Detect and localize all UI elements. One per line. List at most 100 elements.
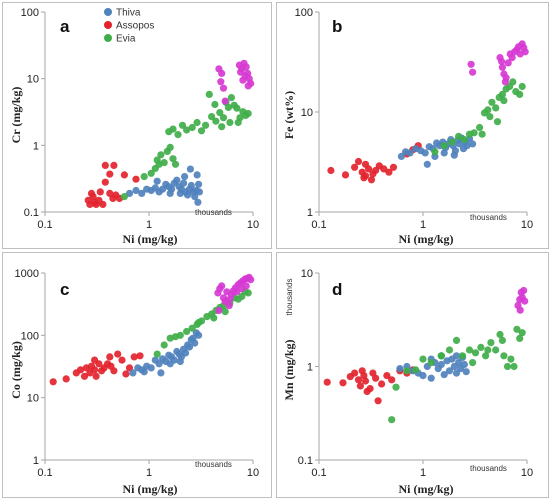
data-point bbox=[210, 314, 218, 322]
y-tick-label: 1 bbox=[33, 455, 39, 467]
data-point bbox=[516, 306, 524, 314]
data-point bbox=[323, 378, 331, 386]
data-point bbox=[504, 59, 512, 67]
series-evia bbox=[388, 325, 526, 424]
data-point bbox=[388, 376, 396, 384]
data-point bbox=[195, 180, 203, 188]
x-axis-label: Ni (mg/kg) bbox=[399, 232, 454, 246]
data-point bbox=[488, 98, 496, 106]
data-point bbox=[484, 106, 492, 114]
data-point bbox=[339, 379, 347, 387]
data-point bbox=[218, 69, 226, 77]
legend-entry: Assopos bbox=[116, 21, 154, 32]
y-tick-label: 100 bbox=[21, 7, 39, 19]
data-point bbox=[366, 385, 374, 393]
legend-entry: Thiva bbox=[116, 8, 141, 19]
data-point bbox=[431, 148, 439, 156]
data-point bbox=[452, 352, 461, 360]
data-point bbox=[486, 113, 494, 121]
y-tick-label: 1 bbox=[33, 140, 39, 152]
data-point bbox=[183, 126, 191, 134]
data-point bbox=[244, 289, 252, 297]
data-point bbox=[440, 371, 448, 379]
data-point bbox=[195, 319, 203, 327]
data-point bbox=[234, 118, 242, 127]
data-point bbox=[180, 179, 188, 187]
y-axis-label: Co (mg/kg) bbox=[9, 341, 23, 399]
data-point bbox=[215, 306, 223, 315]
x-tick-label: 1 bbox=[146, 467, 152, 479]
data-point bbox=[492, 346, 500, 354]
x-tick-label: 0.1 bbox=[37, 467, 52, 479]
data-point bbox=[487, 339, 495, 347]
y-tick-label: 10 bbox=[27, 74, 39, 86]
data-point bbox=[452, 336, 461, 344]
series-evia bbox=[431, 78, 526, 156]
data-point bbox=[184, 191, 192, 199]
data-point bbox=[341, 171, 350, 179]
y-tick-label: 0.1 bbox=[298, 455, 313, 467]
data-point bbox=[521, 48, 529, 56]
data-point bbox=[147, 364, 155, 372]
data-point bbox=[427, 359, 435, 367]
data-point bbox=[374, 397, 382, 405]
data-point bbox=[354, 376, 363, 384]
data-point bbox=[500, 97, 508, 105]
data-point bbox=[147, 169, 155, 177]
panel-label: a bbox=[60, 17, 70, 36]
data-point bbox=[96, 188, 104, 196]
data-point bbox=[188, 324, 196, 332]
data-point bbox=[132, 186, 140, 195]
data-point bbox=[463, 142, 471, 150]
data-point bbox=[351, 163, 359, 171]
data-point bbox=[421, 149, 429, 157]
data-point bbox=[216, 109, 224, 117]
data-point bbox=[130, 353, 138, 361]
data-point bbox=[153, 177, 161, 185]
y-tick-label: 10 bbox=[27, 393, 39, 405]
data-point bbox=[242, 63, 250, 71]
data-point bbox=[412, 366, 420, 374]
data-point bbox=[169, 125, 177, 133]
data-point bbox=[226, 295, 234, 303]
data-point bbox=[219, 114, 228, 122]
data-point bbox=[242, 282, 250, 290]
data-point bbox=[118, 356, 126, 364]
data-point bbox=[183, 327, 191, 336]
x-unit-note: thousands bbox=[470, 213, 507, 222]
data-point bbox=[129, 369, 137, 377]
data-point bbox=[458, 352, 467, 360]
data-point bbox=[208, 113, 216, 121]
y-tick-label: 1000 bbox=[15, 268, 39, 280]
data-point bbox=[503, 362, 512, 371]
data-point bbox=[219, 84, 228, 92]
y-tick-label: 100 bbox=[295, 7, 313, 19]
data-point bbox=[518, 82, 526, 91]
data-point bbox=[501, 78, 509, 86]
data-point bbox=[383, 372, 391, 380]
data-point bbox=[469, 359, 477, 367]
data-point bbox=[176, 357, 184, 366]
data-point bbox=[218, 123, 226, 131]
data-point bbox=[160, 341, 168, 349]
series-unlabeled bbox=[467, 40, 529, 86]
data-point bbox=[221, 97, 229, 105]
data-point bbox=[455, 132, 463, 140]
data-point bbox=[498, 63, 506, 71]
data-point bbox=[181, 173, 189, 181]
panel-label: d bbox=[332, 280, 342, 299]
data-point bbox=[471, 349, 480, 357]
data-point bbox=[327, 166, 335, 175]
data-point bbox=[182, 349, 190, 357]
data-point bbox=[508, 54, 516, 62]
data-point bbox=[106, 170, 114, 178]
data-point bbox=[80, 372, 89, 380]
panel-a: 0.1 1 10 0.1 1 10 100 Ni (mg/kg) Cr (mg/kg) a thou… bbox=[2, 2, 272, 249]
data-point bbox=[62, 375, 70, 383]
data-point bbox=[247, 276, 255, 284]
data-point bbox=[140, 368, 148, 376]
data-point bbox=[385, 168, 393, 176]
series-unlabeled bbox=[514, 286, 529, 314]
